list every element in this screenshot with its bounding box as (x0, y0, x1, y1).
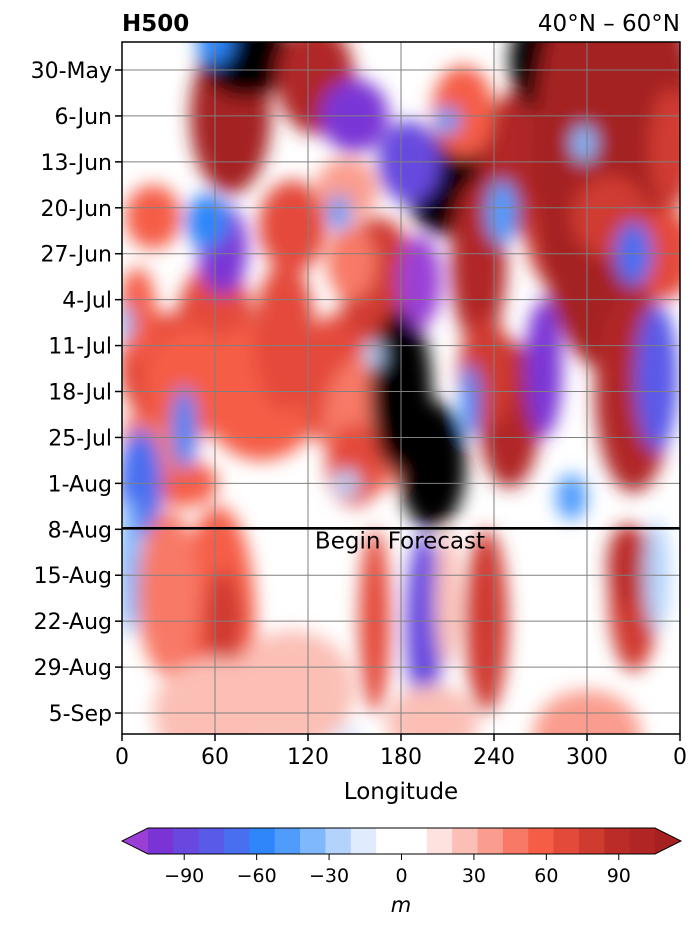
colorbar-over-arrow (655, 828, 681, 854)
colorbar-segment (452, 828, 479, 854)
colorbar-segment (224, 828, 250, 854)
y-tick-label: 15-Aug (34, 564, 112, 589)
x-axis: 0 60 120 180 240 300 0 (115, 734, 687, 770)
colorbar-segment (300, 828, 326, 854)
y-axis: 30-May 6-Jun 13-Jun 20-Jun 27-Jun 4-Jul 11-Jul… (31, 59, 122, 727)
contour-patch (171, 386, 197, 470)
y-tick-label: 4-Jul (62, 289, 112, 314)
y-tick-label: 29-Aug (34, 656, 112, 681)
contour-patch (122, 304, 133, 341)
y-tick-label: 8-Aug (48, 518, 112, 543)
colorbar-segment (528, 828, 555, 854)
colorbar-tick-label: −30 (309, 865, 349, 887)
y-tick-label: 11-Jul (48, 335, 112, 360)
colorbar-tick-label: 60 (534, 865, 558, 887)
y-tick-label: 22-Aug (34, 610, 112, 635)
y-tick-label: 5-Sep (49, 702, 112, 727)
contour-patch (649, 88, 680, 208)
colorbar-segment (553, 828, 580, 854)
contour-patch (435, 529, 460, 668)
colorbar-tick-label: −60 (237, 865, 277, 887)
colorbar-tick-label: 90 (607, 865, 631, 887)
contour-patch (397, 400, 467, 530)
x-tick-label: 180 (380, 745, 422, 770)
contour-patch (486, 180, 518, 245)
grid-lines (122, 42, 680, 734)
contour-patch (405, 533, 443, 718)
colorbar-segment (426, 828, 453, 854)
contour-patch (397, 235, 442, 328)
y-tick-label: 1-Aug (48, 472, 112, 497)
colorbar-segment (502, 828, 529, 854)
y-tick-label: 20-Jun (40, 197, 112, 222)
colorbar-segment (148, 828, 174, 854)
colorbar-tick-label: 30 (462, 865, 486, 887)
y-tick-label: 6-Jun (54, 105, 112, 130)
contour-patch (137, 510, 200, 677)
y-tick-label: 30-May (31, 59, 112, 84)
colorbar-segment (376, 828, 402, 854)
contour-patch (185, 194, 229, 250)
y-tick-label: 25-Jul (48, 426, 112, 451)
colorbar-segment (350, 828, 377, 854)
contour-patch (607, 524, 645, 608)
x-tick-label: 0 (115, 745, 129, 770)
colorbar-unit-label: m (391, 893, 411, 917)
x-tick-label: 60 (201, 745, 229, 770)
contour-patch (571, 125, 597, 162)
contour-patch (461, 363, 481, 438)
begin-forecast-label: Begin Forecast (315, 528, 485, 554)
chart-title-right: 40°N – 60°N (538, 11, 680, 37)
colorbar-segment (477, 828, 504, 854)
colorbar-segment (629, 828, 656, 854)
contour-patch (435, 106, 460, 135)
chart-title-left: H500 (122, 11, 189, 37)
x-tick-label: 240 (473, 745, 515, 770)
contour-patch (525, 299, 563, 438)
colorbar-tick-label: −90 (164, 865, 204, 887)
x-axis-label: Longitude (344, 779, 458, 805)
x-tick-label: 120 (287, 745, 329, 770)
contour-patch (258, 180, 327, 273)
contour-patch (122, 497, 141, 635)
y-tick-label: 27-Jun (40, 243, 112, 268)
contour-patch (635, 304, 679, 452)
colorbar-segment (198, 828, 225, 854)
colorbar-under-arrow (122, 828, 148, 854)
colorbar-tick-label: 0 (395, 865, 407, 887)
colorbar-segment (401, 828, 428, 854)
x-tick-label: 300 (566, 745, 608, 770)
contour-patch (363, 340, 383, 369)
y-tick-label: 13-Jun (40, 151, 112, 176)
x-tick-label: 0 (673, 745, 687, 770)
colorbar-segment (578, 828, 605, 854)
contour-patch (328, 194, 350, 231)
colorbar-frame (120, 827, 683, 855)
colorbar-segment (173, 828, 200, 854)
contour-field (122, 42, 680, 734)
colorbar-segment (274, 828, 301, 854)
colorbar-segment (325, 828, 352, 854)
colorbar-segment (604, 828, 631, 854)
contour-patch (385, 685, 479, 734)
contour-patch (556, 474, 587, 521)
colorbar-segment (249, 828, 276, 854)
colorbar: −90 −60 −30 0 30 60 90 (120, 827, 683, 887)
y-tick-label: 18-Jul (48, 381, 112, 406)
contour-patch (125, 184, 181, 250)
contour-patch (326, 226, 377, 300)
